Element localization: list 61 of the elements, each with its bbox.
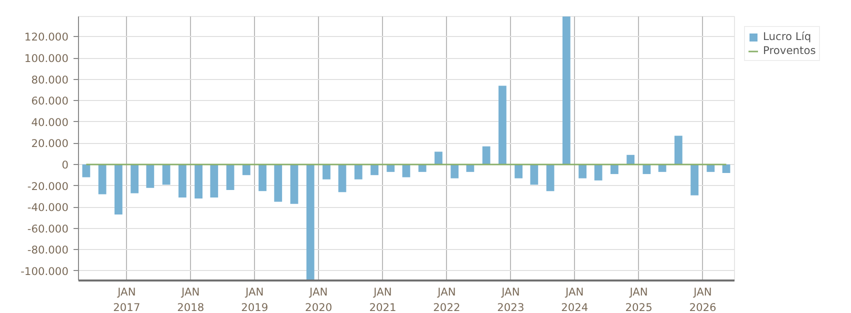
bar (370, 164, 378, 176)
y-tick-label: 20.000 (31, 137, 69, 150)
bar (306, 164, 314, 280)
bar (242, 164, 250, 176)
y-tick-label: -20.000 (27, 180, 69, 193)
x-tick-label: JAN 2020 (305, 286, 332, 313)
bar (514, 164, 523, 178)
bar (418, 164, 426, 172)
bar (274, 164, 282, 202)
x-tick-label: JAN 2025 (625, 286, 652, 313)
x-tick-label: JAN 2021 (369, 286, 396, 313)
bar (130, 164, 139, 194)
bar (722, 164, 730, 173)
x-tick-label: JAN 2024 (561, 286, 588, 313)
x-tick-label: JAN 2023 (497, 286, 524, 313)
x-tick-label: JAN 2019 (241, 286, 268, 313)
y-tick-label: 40.000 (31, 116, 69, 129)
legend-label: Proventos (763, 44, 816, 57)
bar (626, 154, 635, 164)
bar (178, 164, 186, 198)
bar (290, 164, 298, 204)
x-tick-label: JAN 2018 (177, 286, 204, 313)
bar (674, 136, 682, 164)
y-tick-label: 0 (62, 158, 69, 172)
y-tick-label: -40.000 (27, 201, 69, 214)
bar (114, 164, 122, 214)
bar (322, 164, 330, 180)
bar (354, 164, 362, 180)
y-tick-label: 100.000 (24, 52, 69, 66)
bar (450, 164, 459, 178)
bar (706, 164, 715, 172)
bar (258, 164, 266, 192)
bar (530, 164, 538, 185)
bar (578, 164, 586, 178)
y-tick-label: 80.000 (31, 73, 69, 86)
bar (690, 164, 698, 196)
bar (210, 164, 218, 198)
bar (610, 164, 618, 174)
bar (98, 164, 106, 194)
y-tick-label: 120.000 (24, 30, 69, 44)
bar (434, 152, 442, 164)
bar (194, 164, 202, 199)
bar (146, 164, 154, 188)
y-tick-label: -80.000 (27, 244, 69, 257)
x-tick-label: JAN 2022 (433, 286, 460, 313)
bar (482, 146, 490, 164)
bar (386, 164, 395, 172)
bar (562, 16, 570, 164)
y-tick-label: -100.000 (20, 264, 69, 278)
legend-label: Lucro Líq (763, 30, 812, 43)
bar (546, 164, 554, 192)
x-tick-label: JAN 2017 (113, 286, 140, 313)
bar (594, 164, 602, 180)
x-tick-label: JAN 2026 (689, 286, 717, 313)
bar (226, 164, 234, 190)
bar (338, 164, 346, 192)
y-tick-label: -60.000 (27, 222, 69, 236)
bar (82, 164, 90, 178)
bar (162, 164, 170, 185)
bar (498, 86, 506, 164)
y-tick-label: 60.000 (31, 94, 69, 108)
